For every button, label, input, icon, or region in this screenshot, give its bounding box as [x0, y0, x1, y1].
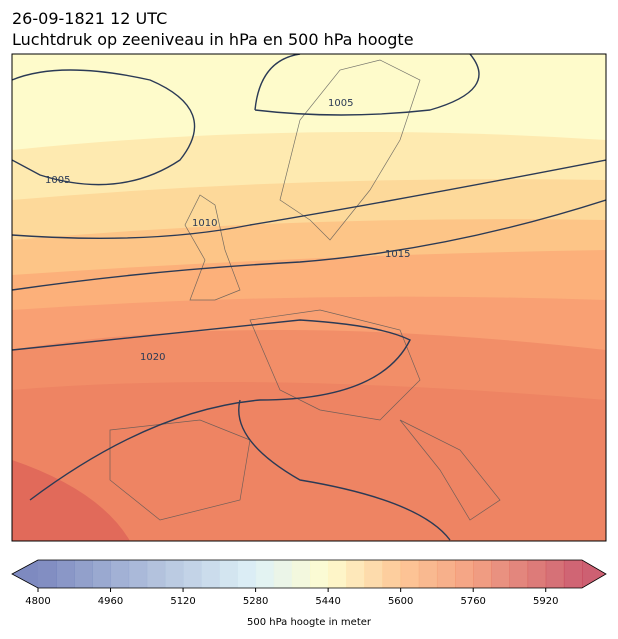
- colorbar-bin: [255, 560, 275, 588]
- colorbar-bin: [164, 560, 184, 588]
- colorbar-tick-label: 5280: [243, 596, 268, 607]
- colorbar-extend-high: [582, 560, 606, 588]
- colorbar-bin: [291, 560, 311, 588]
- map-frame: [11, 53, 607, 542]
- subtitle: Luchtdruk op zeeniveau in hPa en 500 hPa…: [12, 30, 414, 49]
- colorbar-bin: [400, 560, 420, 588]
- colorbar: 4800 4960 5120 5280 5440 5600 5760 5920: [11, 559, 607, 607]
- colorbar-tick-label: 5760: [460, 596, 485, 607]
- colorbar-bin: [219, 560, 238, 588]
- colorbar-outline: [11, 559, 607, 589]
- colorbar-bin: [201, 560, 220, 588]
- colorbar-bin: [128, 560, 148, 588]
- colorbar-bin: [56, 560, 75, 588]
- isobar-label: 1015: [385, 249, 410, 260]
- colorbar-bin: [563, 560, 583, 588]
- colorbar-tick-label: 5600: [388, 596, 413, 607]
- isobar-label: 1020: [140, 352, 165, 363]
- colorbar-bin: [527, 560, 547, 588]
- colorbar-tick-label: 5440: [315, 596, 340, 607]
- colorbar-bin: [92, 560, 112, 588]
- colorbar-bin: [346, 560, 365, 588]
- colorbar-bin: [110, 560, 130, 588]
- title: 26-09-1821 12 UTC: [12, 9, 167, 28]
- isobar-label: 1005: [328, 98, 353, 109]
- colorbar-bin: [436, 560, 456, 588]
- colorbar-bin: [328, 560, 347, 588]
- colorbar-bin: [183, 560, 202, 588]
- colorbar-bin: [38, 560, 57, 588]
- colorbar-label: 500 hPa hoogte in meter: [247, 617, 372, 628]
- colorbar-bin: [146, 560, 166, 588]
- colorbar-bin: [509, 560, 529, 588]
- colorbar-bin: [310, 560, 329, 588]
- colorbar-bin: [364, 560, 384, 588]
- colorbar-bin: [273, 560, 293, 588]
- colorbar-bin: [473, 560, 492, 588]
- isobar-label: 1005: [45, 175, 70, 186]
- map: [12, 54, 606, 541]
- colorbar-tick-label: 4800: [25, 596, 50, 607]
- colorbar-bin: [455, 560, 474, 588]
- colorbar-tick-label: 5920: [533, 596, 558, 607]
- colorbar-bin: [491, 560, 510, 588]
- colorbar-bin: [74, 560, 93, 588]
- colorbar-tick-label: 5120: [170, 596, 195, 607]
- colorbar-bin: [237, 560, 257, 588]
- isobar-label: 1010: [192, 218, 217, 229]
- colorbar-tick-label: 4960: [98, 596, 123, 607]
- colorbar-bin: [545, 560, 565, 588]
- colorbar-bin: [382, 560, 402, 588]
- colorbar-extend-low: [12, 560, 38, 588]
- colorbar-bin: [418, 560, 438, 588]
